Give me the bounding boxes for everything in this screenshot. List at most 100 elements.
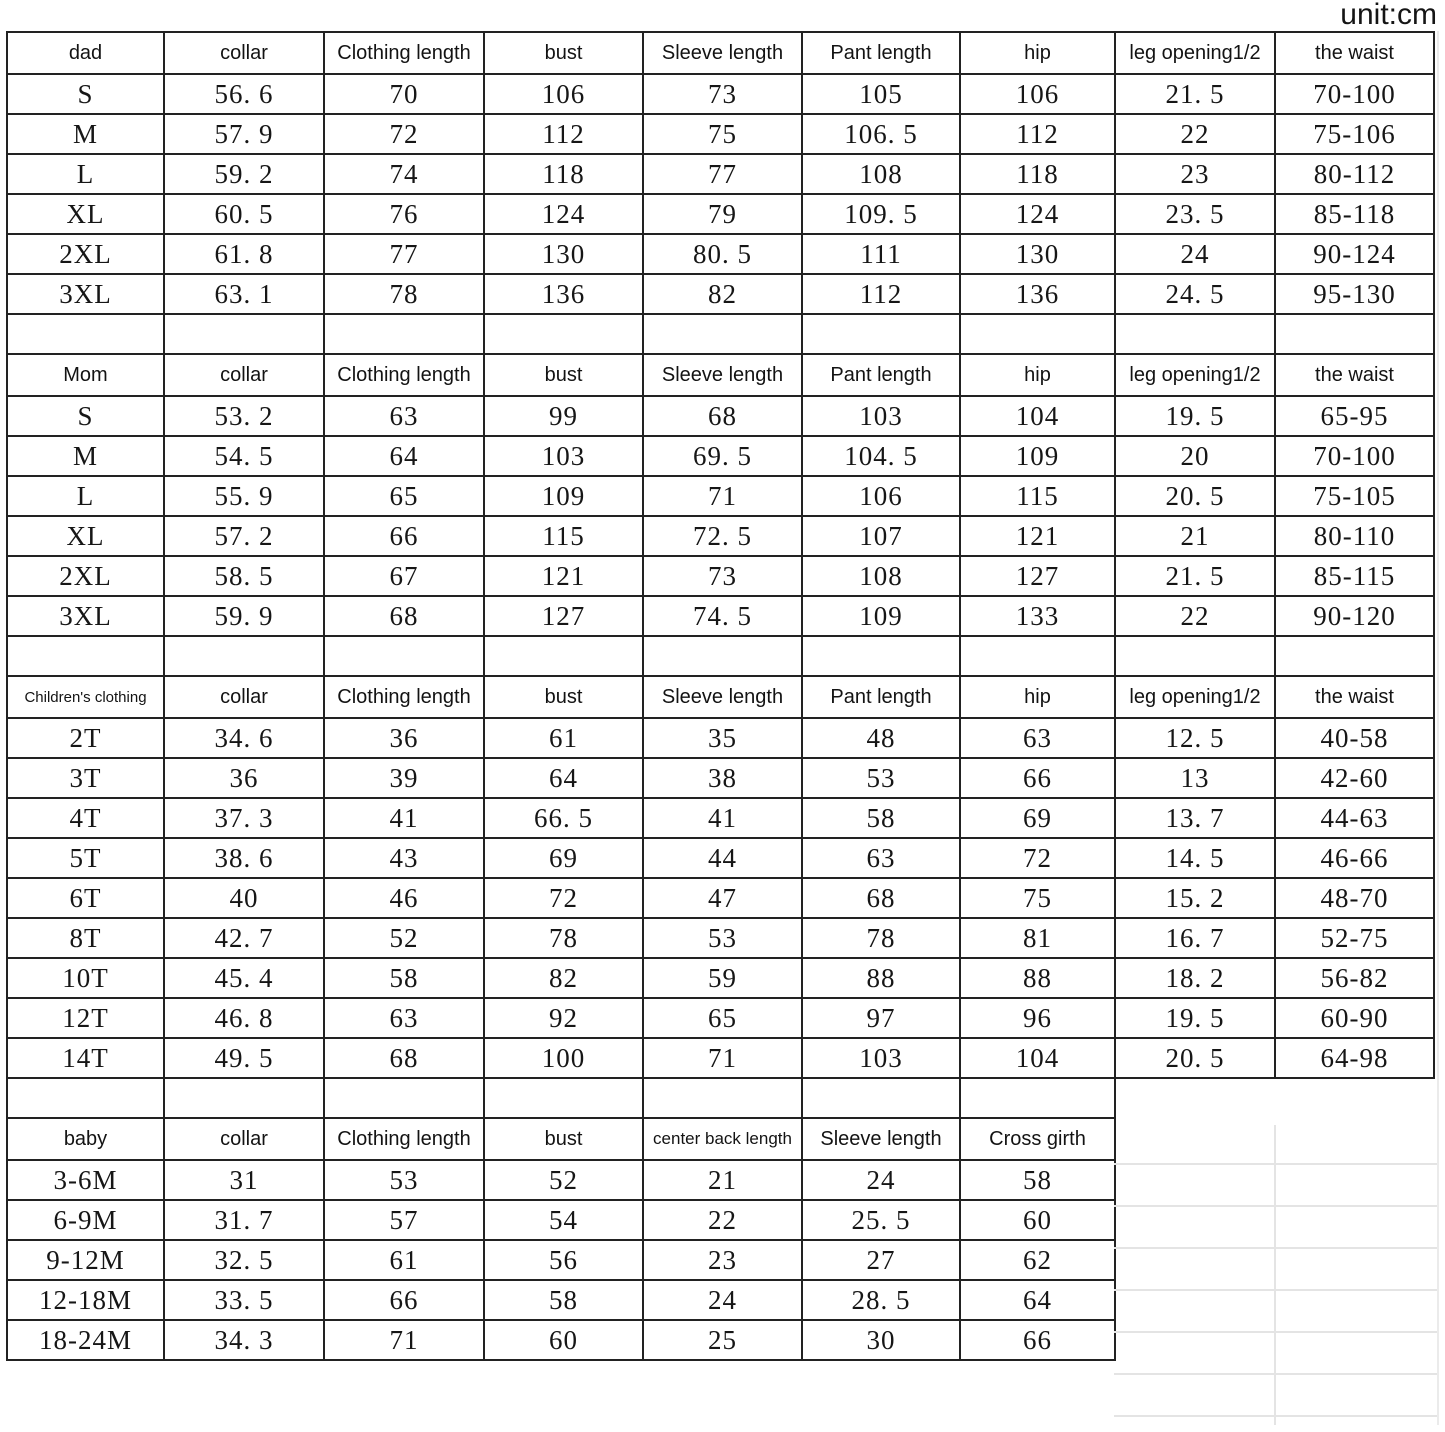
column-header-cross-girth: Cross girth xyxy=(959,1117,1116,1161)
value-cell: 127 xyxy=(959,555,1116,597)
size-label: 9-12M xyxy=(6,1239,165,1281)
value-cell: 13. 7 xyxy=(1114,797,1276,839)
value-cell: 90-120 xyxy=(1274,595,1435,637)
column-header-clothing-length: Clothing length xyxy=(323,353,485,397)
value-cell: 66. 5 xyxy=(483,797,644,839)
size-label: M xyxy=(6,435,165,477)
table-row: 3T 36 39 64 38 53 66 13 42-60 xyxy=(6,757,1435,799)
value-cell: 75-105 xyxy=(1274,475,1435,517)
value-cell: 24. 5 xyxy=(1114,273,1276,315)
value-cell: 118 xyxy=(483,153,644,195)
value-cell: 124 xyxy=(483,193,644,235)
size-table-baby: baby collar Clothing length bust center back… xyxy=(6,1117,1116,1361)
value-cell: 66 xyxy=(959,1319,1116,1361)
value-cell: 54. 5 xyxy=(163,435,325,477)
value-cell: 124 xyxy=(959,193,1116,235)
value-cell: 95-130 xyxy=(1274,273,1435,315)
size-label: 6T xyxy=(6,877,165,919)
value-cell: 57. 2 xyxy=(163,515,325,557)
spacer-cell xyxy=(6,313,165,355)
value-cell: 44-63 xyxy=(1274,797,1435,839)
value-cell: 53. 2 xyxy=(163,395,325,437)
value-cell: 76 xyxy=(323,193,485,235)
value-cell: 65 xyxy=(642,997,803,1039)
header-row-baby: baby collar Clothing length bust center back… xyxy=(6,1117,1116,1161)
value-cell: 60. 5 xyxy=(163,193,325,235)
value-cell: 19. 5 xyxy=(1114,997,1276,1039)
value-cell: 63 xyxy=(801,837,961,879)
spacer-row xyxy=(6,635,1435,677)
value-cell: 96 xyxy=(959,997,1116,1039)
value-cell: 63 xyxy=(323,395,485,437)
size-label: 5T xyxy=(6,837,165,879)
column-header-collar: collar xyxy=(163,1117,325,1161)
column-header-clothing-length: Clothing length xyxy=(323,1117,485,1161)
column-header-dad: dad xyxy=(6,31,165,75)
size-table-children: Children's clothing collar Clothing length… xyxy=(6,675,1435,1119)
value-cell: 21 xyxy=(642,1159,803,1201)
value-cell: 35 xyxy=(642,717,803,759)
value-cell: 36 xyxy=(323,717,485,759)
value-cell: 85-115 xyxy=(1274,555,1435,597)
value-cell: 57 xyxy=(323,1199,485,1241)
value-cell: 80-110 xyxy=(1274,515,1435,557)
value-cell: 79 xyxy=(642,193,803,235)
value-cell: 52 xyxy=(483,1159,644,1201)
spacer-cell xyxy=(959,635,1116,677)
value-cell: 108 xyxy=(801,555,961,597)
table-row: L 55. 9 65 109 71 106 115 20. 5 75-105 xyxy=(6,475,1435,517)
value-cell: 77 xyxy=(642,153,803,195)
value-cell: 38 xyxy=(642,757,803,799)
value-cell: 58 xyxy=(801,797,961,839)
value-cell: 121 xyxy=(959,515,1116,557)
value-cell: 136 xyxy=(959,273,1116,315)
size-label: 6-9M xyxy=(6,1199,165,1241)
value-cell: 68 xyxy=(323,595,485,637)
table-row: 5T 38. 6 43 69 44 63 72 14. 5 46-66 xyxy=(6,837,1435,879)
size-label: 2T xyxy=(6,717,165,759)
value-cell: 21. 5 xyxy=(1114,73,1276,115)
spacer-cell xyxy=(483,1077,644,1119)
value-cell: 97 xyxy=(801,997,961,1039)
value-cell: 46-66 xyxy=(1274,837,1435,879)
table-row: 2T 34. 6 36 61 35 48 63 12. 5 40-58 xyxy=(6,717,1435,759)
value-cell: 109 xyxy=(483,475,644,517)
value-cell: 47 xyxy=(642,877,803,919)
value-cell: 80-112 xyxy=(1274,153,1435,195)
column-header-leg-opening1-2: leg opening1/2 xyxy=(1114,31,1276,75)
value-cell: 118 xyxy=(959,153,1116,195)
spacer-cell xyxy=(163,313,325,355)
value-cell: 27 xyxy=(801,1239,961,1281)
value-cell: 69 xyxy=(959,797,1116,839)
table-row: 2XL 61. 8 77 130 80. 5 111 130 24 90-124 xyxy=(6,233,1435,275)
value-cell: 67 xyxy=(323,555,485,597)
value-cell: 46. 8 xyxy=(163,997,325,1039)
unit-label: unit:cm xyxy=(1340,0,1437,31)
column-header-the-waist: the waist xyxy=(1274,31,1435,75)
value-cell: 23 xyxy=(1114,153,1276,195)
value-cell: 64 xyxy=(483,757,644,799)
value-cell: 42. 7 xyxy=(163,917,325,959)
spacer-row xyxy=(6,1077,1434,1119)
value-cell: 60 xyxy=(959,1199,1116,1241)
value-cell: 104 xyxy=(959,1037,1116,1079)
value-cell: 71 xyxy=(642,1037,803,1079)
size-label: 2XL xyxy=(6,555,165,597)
value-cell: 64 xyxy=(323,435,485,477)
value-cell: 111 xyxy=(801,233,961,275)
value-cell: 65-95 xyxy=(1274,395,1435,437)
value-cell: 53 xyxy=(323,1159,485,1201)
table-row: 6T 40 46 72 47 68 75 15. 2 48-70 xyxy=(6,877,1435,919)
value-cell: 60-90 xyxy=(1274,997,1435,1039)
value-cell: 39 xyxy=(323,757,485,799)
spacer-cell xyxy=(1114,635,1276,677)
value-cell: 25. 5 xyxy=(801,1199,961,1241)
value-cell: 66 xyxy=(959,757,1116,799)
value-cell: 88 xyxy=(801,957,961,999)
value-cell: 81 xyxy=(959,917,1116,959)
spacer-cell xyxy=(323,313,485,355)
value-cell: 92 xyxy=(483,997,644,1039)
value-cell: 61 xyxy=(483,717,644,759)
value-cell: 115 xyxy=(483,515,644,557)
